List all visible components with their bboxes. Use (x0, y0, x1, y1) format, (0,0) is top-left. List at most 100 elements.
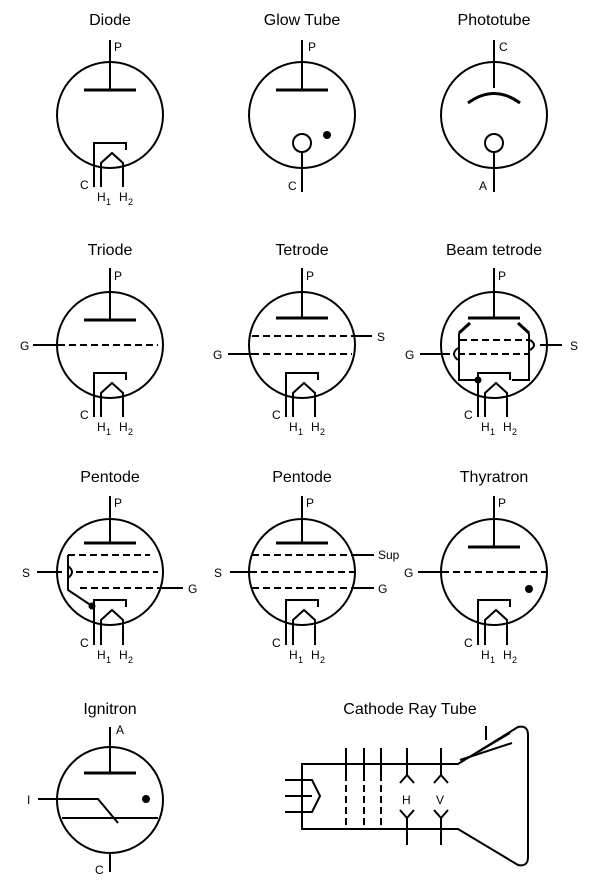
pentode-2-title: Pentode (272, 469, 332, 486)
beam-tetrode-label-h1: H (481, 420, 490, 434)
diode-label-h1: H (97, 190, 106, 204)
pentode-1-label-p: P (114, 496, 122, 510)
diode-cathode (93, 142, 127, 187)
crt-screen-lead-inner (459, 742, 513, 761)
diode-label-p: P (114, 40, 122, 54)
tetrode-label-h1: H (289, 420, 298, 434)
beam-tetrode-heater (484, 381, 508, 417)
cathode-ray-tube-symbol: Cathode Ray Tube H V (285, 701, 529, 867)
glow-tube-symbol: Glow Tube P C (248, 12, 356, 193)
pentode-1-label-s: S (22, 566, 30, 580)
crt-label-h: H (402, 793, 411, 807)
pentode-2-label-sup: Sup (378, 548, 400, 562)
pentode-2-label-h1: H (289, 648, 298, 662)
tetrode-symbol: Tetrode P S G C H 1 H 2 (213, 242, 385, 437)
triode-label-c: C (80, 408, 89, 422)
thyratron-label-g: G (404, 566, 413, 580)
pentode-1-symbol: Pentode P S G C H 1 H 2 (22, 469, 197, 665)
diode-heater (100, 151, 124, 187)
phototube-title: Phototube (458, 12, 531, 29)
pentode-2-cathode (285, 599, 319, 645)
crt-title: Cathode Ray Tube (343, 701, 477, 718)
phototube-symbol: Phototube C A (440, 12, 548, 193)
triode-symbol: Triode P G C H 1 H 2 (20, 242, 164, 437)
pentode-1-title: Pentode (80, 469, 140, 486)
glow-tube-label-c: C (288, 179, 297, 193)
tetrode-label-h1-sub: 1 (298, 427, 303, 437)
pentode-2-label-p: P (306, 496, 314, 510)
tetrode-cathode (285, 372, 319, 417)
diode-label-h2-sub: 2 (128, 197, 133, 207)
beam-tetrode-title: Beam tetrode (446, 242, 542, 259)
triode-label-p: P (114, 269, 122, 283)
thyratron-label-p: P (498, 496, 506, 510)
beam-tetrode-label-p: P (498, 269, 506, 283)
tetrode-label-h2: H (311, 420, 320, 434)
thyratron-label-c: C (464, 636, 473, 650)
diode-title: Diode (89, 12, 131, 29)
pentode-1-suppressor-link (67, 555, 93, 607)
beam-tetrode-beam-link-right (512, 333, 530, 381)
tetrode-label-c: C (272, 408, 281, 422)
beam-tetrode-label-c: C (464, 408, 473, 422)
thyratron-label-h1-sub: 1 (490, 655, 495, 665)
pentode-2-label-s: S (214, 566, 222, 580)
thyratron-gas-dot (525, 585, 533, 593)
crt-h-plate-bottom (399, 809, 415, 820)
glow-tube-title: Glow Tube (264, 12, 341, 29)
glow-tube-cathode (292, 133, 312, 153)
crt-v-plate-top (433, 773, 449, 784)
tetrode-label-h2-sub: 2 (320, 427, 325, 437)
phototube-anode (484, 133, 504, 153)
beam-tetrode-screen-loop (529, 339, 535, 351)
triode-label-g: G (20, 339, 29, 353)
thyratron-cathode (477, 599, 511, 645)
beam-tetrode-label-h2-sub: 2 (512, 427, 517, 437)
beam-tetrode-beam-link (458, 333, 478, 381)
phototube-label-a: A (479, 179, 487, 193)
beam-tetrode-label-g: G (405, 348, 414, 362)
beam-tetrode-label-h1-sub: 1 (490, 427, 495, 437)
crt-cathode (285, 779, 322, 813)
pentode-1-heater (100, 608, 124, 645)
beam-tetrode-cathode (477, 372, 511, 417)
ignitron-label-i: I (27, 793, 30, 807)
triode-label-h2-sub: 2 (128, 427, 133, 437)
thyratron-heater (484, 608, 508, 645)
thyratron-label-h2: H (503, 648, 512, 662)
pentode-1-label-h2-sub: 2 (128, 655, 133, 665)
pentode-1-screen-loop (67, 565, 73, 579)
thyratron-symbol: Thyratron P G C H 1 H 2 (404, 469, 548, 665)
pentode-1-cathode (93, 599, 127, 645)
pentode-2-label-g: G (378, 582, 387, 596)
ignitron-title: Ignitron (83, 701, 136, 718)
tetrode-label-g: G (213, 348, 222, 362)
thyratron-label-h2-sub: 2 (512, 655, 517, 665)
ignitron-label-c: C (95, 863, 104, 877)
thyratron-label-h1: H (481, 648, 490, 662)
pentode-1-label-h1: H (97, 648, 106, 662)
pentode-2-heater (292, 608, 316, 645)
ignitron-symbol: Ignitron A I C (27, 701, 164, 877)
tetrode-title: Tetrode (275, 242, 328, 259)
pentode-2-label-h2-sub: 2 (320, 655, 325, 665)
beam-tetrode-grid-loop (453, 347, 459, 361)
glow-tube-gas-dot (323, 131, 331, 139)
triode-heater (100, 381, 124, 417)
crt-screen-lead-outer (477, 732, 511, 753)
crt-label-v: V (436, 793, 444, 807)
beam-tetrode-label-h2: H (503, 420, 512, 434)
thyratron-title: Thyratron (460, 469, 528, 486)
pentode-2-label-c: C (272, 636, 281, 650)
tetrode-label-s: S (377, 330, 385, 344)
diode-label-c: C (80, 178, 89, 192)
pentode-2-label-h2: H (311, 648, 320, 662)
glow-tube-label-p: P (308, 40, 316, 54)
pentode-1-label-h2: H (119, 648, 128, 662)
tetrode-heater (292, 381, 316, 417)
triode-label-h2: H (119, 420, 128, 434)
diode-label-h2: H (119, 190, 128, 204)
phototube-cathode (467, 92, 521, 105)
phototube-label-c: C (499, 40, 508, 54)
crt-h-plate-top (399, 773, 415, 784)
